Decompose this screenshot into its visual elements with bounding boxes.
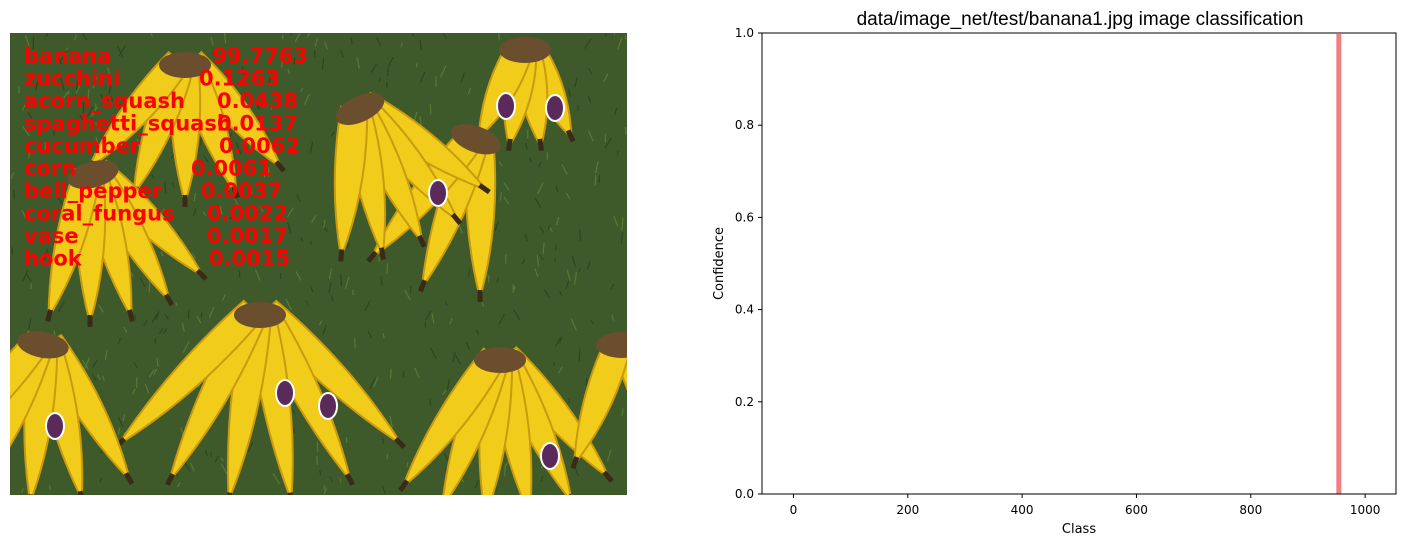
- bar-series: [793, 34, 1363, 494]
- plot-area: 0 200 400 600 800 1000 0.0 0.2 0.4 0.6 0.8 1.0: [735, 26, 1396, 517]
- banana-tip: [30, 494, 31, 495]
- grass-blade: [332, 296, 333, 301]
- prediction-score: 0.0022: [207, 202, 288, 226]
- grass-blade: [530, 158, 531, 162]
- x-tick-label: 600: [1125, 503, 1148, 517]
- y-tick-label: 0.4: [735, 303, 754, 317]
- classified-photo: banana 99.7763 zucchini 0.1263 acorn_squash 0…: [10, 33, 627, 495]
- banana-tip: [228, 493, 230, 495]
- prediction-score: 0.0037: [201, 179, 282, 203]
- grass-blade: [14, 190, 15, 199]
- plot-frame: [762, 33, 1396, 494]
- grass-blade: [387, 454, 388, 460]
- x-tick-label: 200: [896, 503, 919, 517]
- grass-blade: [149, 280, 150, 292]
- x-tick-label: 1000: [1350, 503, 1381, 517]
- prediction-score: 0.0438: [217, 89, 298, 113]
- classification-chart: data/image_net/test/banana1.jpg image cl…: [700, 0, 1406, 546]
- prediction-label: cucumber: [24, 134, 141, 158]
- y-tick-label: 0.2: [735, 395, 754, 409]
- y-axis-label: Confidence: [712, 227, 727, 300]
- y-tick-label: 0.6: [735, 210, 754, 224]
- grass-blade: [430, 104, 431, 115]
- brand-sticker: [497, 93, 515, 119]
- y-tick-label: 1.0: [735, 26, 754, 40]
- banana-tip: [48, 310, 51, 322]
- grass-blade: [388, 68, 389, 76]
- prediction-label: coral_fungus: [24, 202, 175, 226]
- grass-blade: [317, 442, 318, 452]
- prediction-label: acorn_squash: [24, 89, 185, 113]
- banana-tip: [129, 310, 132, 322]
- grass-blade: [387, 263, 388, 273]
- prediction-label: bell_pepper: [24, 179, 163, 203]
- x-axis-label: Class: [1062, 522, 1096, 537]
- grass-blade: [12, 247, 13, 254]
- prediction-score: 0.1263: [199, 67, 280, 91]
- prediction-score: 0.0015: [209, 247, 290, 271]
- banana-tip: [540, 139, 542, 151]
- grass-blade: [595, 175, 596, 185]
- brand-sticker: [276, 380, 294, 406]
- banana-tip: [381, 248, 383, 260]
- grass-blade: [31, 284, 32, 289]
- grass-blade: [625, 127, 626, 135]
- brand-sticker: [46, 413, 64, 439]
- grass-blade: [201, 136, 202, 145]
- y-axis-ticks: 0.0 0.2 0.4 0.6 0.8 1.0: [735, 26, 762, 501]
- brand-sticker: [541, 443, 559, 469]
- bunch-stem: [234, 302, 286, 328]
- chart-title: data/image_net/test/banana1.jpg image cl…: [857, 9, 1304, 30]
- y-tick-label: 0.8: [735, 118, 754, 132]
- prediction-label: hook: [24, 247, 83, 271]
- x-axis-ticks: 0 200 400 600 800 1000: [790, 494, 1381, 517]
- y-tick-label: 0.0: [735, 487, 754, 501]
- bunch-stem: [474, 347, 526, 373]
- prediction-score: 0.0137: [217, 112, 298, 136]
- peak-class-bar: [1336, 34, 1341, 494]
- grass-blade: [407, 462, 408, 467]
- grass-blade: [505, 464, 506, 476]
- banana-tip: [508, 139, 510, 151]
- prediction-label: spaghetti_squash: [24, 112, 232, 136]
- grass-blade: [390, 369, 391, 379]
- prediction-score: 99.7763: [212, 44, 308, 68]
- brand-sticker: [319, 393, 337, 419]
- x-tick-label: 800: [1239, 503, 1262, 517]
- prediction-label: vase: [24, 224, 79, 248]
- prediction-score: 0.0062: [219, 134, 300, 158]
- prediction-label: corn: [24, 157, 76, 181]
- grass-blade: [579, 349, 580, 362]
- grass-blade: [580, 229, 581, 241]
- banana-tip: [341, 249, 342, 261]
- brand-sticker: [429, 180, 447, 206]
- x-tick-label: 400: [1011, 503, 1034, 517]
- prediction-score: 0.0061: [191, 157, 272, 181]
- grass-blade: [554, 362, 555, 366]
- banana-tip: [80, 491, 83, 495]
- bunch-stem: [499, 37, 551, 63]
- grass-blade: [501, 192, 502, 200]
- grass-blade: [556, 244, 557, 250]
- banana-tip: [290, 493, 292, 495]
- chart-svg: data/image_net/test/banana1.jpg image cl…: [700, 0, 1406, 546]
- prediction-label: banana: [24, 44, 111, 68]
- brand-sticker: [546, 95, 564, 121]
- banana-photo: banana 99.7763 zucchini 0.1263 acorn_squash 0…: [10, 33, 627, 495]
- prediction-score: 0.0017: [207, 224, 288, 248]
- grass-blade: [341, 274, 342, 286]
- grass-blade: [201, 313, 202, 318]
- grass-blade: [353, 290, 354, 295]
- grass-blade: [311, 241, 312, 245]
- x-tick-label: 0: [790, 503, 798, 517]
- prediction-label: zucchini: [24, 67, 120, 91]
